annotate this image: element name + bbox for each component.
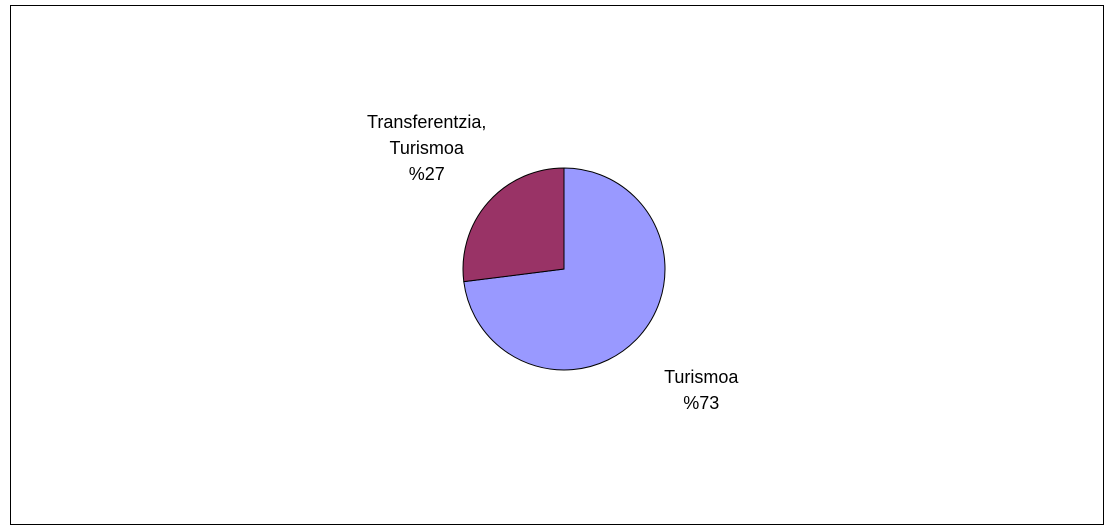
slice-label: Turismoa %73 xyxy=(616,364,786,416)
pie-slice xyxy=(462,167,565,283)
slice-category: Transferentzia, Turismoa xyxy=(367,111,487,158)
slice-value: %27 xyxy=(408,163,445,184)
slice-category: Turismoa xyxy=(664,367,739,388)
slice-label: Transferentzia, Turismoa %27 xyxy=(342,109,512,187)
slice-value: %73 xyxy=(683,393,720,414)
